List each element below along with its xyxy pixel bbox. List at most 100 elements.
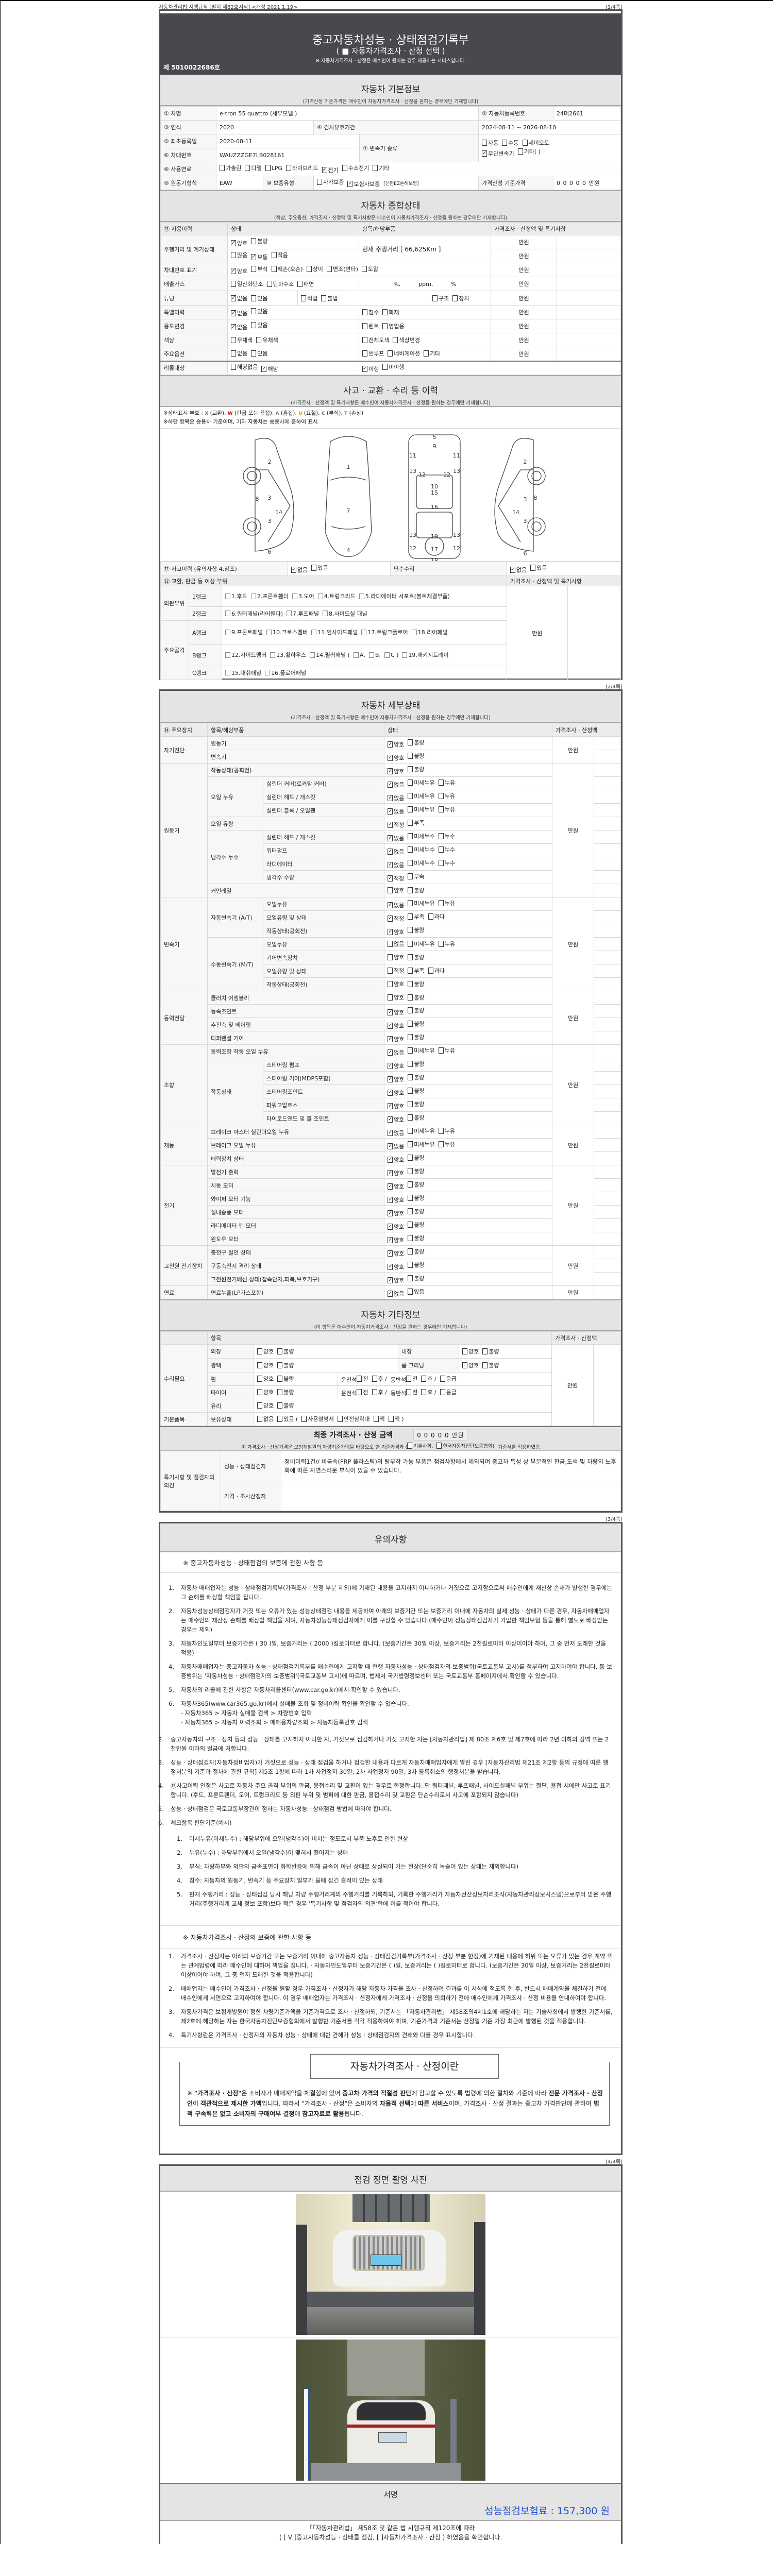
- checkbox-icon[interactable]: [428, 913, 433, 920]
- checkbox-option[interactable]: 잭: [373, 1415, 385, 1423]
- checkbox-option[interactable]: ✓ 없음: [388, 834, 404, 842]
- checkbox-icon[interactable]: [301, 295, 306, 301]
- checkbox-icon[interactable]: [440, 1375, 445, 1382]
- checkbox-option[interactable]: 불량: [408, 1033, 425, 1041]
- checkbox-option[interactable]: ✓ 양호: [388, 1182, 404, 1191]
- checkbox-icon[interactable]: [257, 1376, 262, 1382]
- checkbox-option[interactable]: 부족: [408, 872, 425, 880]
- checkbox-option[interactable]: B,: [368, 652, 381, 658]
- checkbox-option[interactable]: 있음 (: [277, 1415, 298, 1423]
- checkbox-option[interactable]: 불량: [277, 1401, 294, 1410]
- checkbox-icon[interactable]: [271, 252, 277, 258]
- checkbox-icon[interactable]: [382, 309, 388, 315]
- checkbox-icon[interactable]: [408, 926, 413, 933]
- checkbox-option[interactable]: ✓ 양호: [388, 1196, 404, 1204]
- checkbox-icon[interactable]: [306, 266, 312, 272]
- checkbox-option[interactable]: 미이행: [382, 363, 405, 371]
- checkbox-option[interactable]: ✓ 양호: [388, 1223, 404, 1231]
- checked-checkbox-icon[interactable]: ✓: [388, 1236, 393, 1243]
- checkbox-option[interactable]: 불량: [408, 1087, 425, 1095]
- checkbox-option[interactable]: 없음: [257, 1415, 274, 1423]
- checkbox-option[interactable]: 자가보증: [317, 178, 344, 186]
- checkbox-option[interactable]: 기술사회,: [407, 1442, 433, 1449]
- checkbox-option[interactable]: ✓ 이행: [362, 365, 379, 373]
- checkbox-option[interactable]: 14.필러패널 (: [310, 651, 350, 659]
- checkbox-icon[interactable]: [408, 1194, 413, 1201]
- checkbox-option[interactable]: 불량: [482, 1347, 499, 1355]
- checkbox-option[interactable]: 누수: [438, 832, 455, 840]
- checked-checkbox-icon[interactable]: ✓: [388, 1022, 393, 1029]
- checkbox-option[interactable]: 있음: [251, 349, 268, 358]
- checkbox-icon[interactable]: [438, 900, 444, 906]
- checkbox-icon[interactable]: [353, 652, 359, 658]
- checkbox-option[interactable]: 네비게이션: [388, 349, 420, 358]
- checkbox-icon[interactable]: [408, 1288, 413, 1295]
- checked-checkbox-icon[interactable]: ✓: [251, 254, 257, 260]
- checkbox-icon[interactable]: [251, 322, 257, 328]
- checkbox-option[interactable]: 불량: [408, 1234, 425, 1242]
- checkbox-icon[interactable]: [251, 308, 257, 314]
- checkbox-icon[interactable]: [277, 1362, 283, 1368]
- checked-checkbox-icon[interactable]: ✓: [388, 741, 393, 748]
- checkbox-option[interactable]: 상이: [306, 265, 323, 273]
- checkbox-icon[interactable]: [393, 336, 398, 343]
- checkbox-icon[interactable]: [482, 1348, 488, 1354]
- checkbox-option[interactable]: 불량: [408, 1073, 425, 1081]
- checkbox-option[interactable]: 불량: [408, 1180, 425, 1189]
- checkbox-option[interactable]: 전: [406, 1388, 417, 1396]
- checkbox-icon[interactable]: [408, 779, 413, 786]
- checkbox-option[interactable]: ✓ 양호: [388, 1249, 404, 1258]
- checkbox-icon[interactable]: [408, 1060, 413, 1067]
- checkbox-option[interactable]: ✓ 없음: [388, 901, 404, 909]
- checkbox-icon[interactable]: [231, 350, 236, 357]
- checkbox-option[interactable]: 불법: [321, 294, 338, 302]
- checkbox-option[interactable]: 전체도색: [362, 336, 389, 344]
- checked-checkbox-icon[interactable]: ✓: [482, 150, 488, 157]
- checkbox-option[interactable]: 불량: [408, 980, 425, 988]
- checkbox-option[interactable]: 유채색: [256, 336, 278, 344]
- checkbox-option[interactable]: 9.프론트패널: [225, 628, 263, 636]
- checkbox-option[interactable]: ✓ 적정: [388, 914, 404, 923]
- checkbox-option[interactable]: 양호: [388, 993, 404, 1002]
- checkbox-icon[interactable]: [408, 1208, 413, 1214]
- checkbox-option[interactable]: 수소전기: [342, 164, 369, 172]
- checkbox-icon[interactable]: [408, 1020, 413, 1027]
- checkbox-option[interactable]: 일산화탄소: [231, 280, 263, 288]
- checked-checkbox-icon[interactable]: ✓: [322, 167, 327, 173]
- checked-checkbox-icon[interactable]: ✓: [231, 268, 236, 274]
- checkbox-option[interactable]: LPG: [265, 165, 282, 172]
- checkbox-icon[interactable]: [266, 629, 272, 635]
- checkbox-option[interactable]: 19.패키지트레이: [402, 651, 449, 659]
- checkbox-option[interactable]: 1.후드: [225, 592, 247, 600]
- checkbox-icon[interactable]: [436, 1443, 442, 1449]
- checkbox-icon[interactable]: [362, 336, 367, 343]
- checkbox-option[interactable]: 불량: [408, 1154, 425, 1162]
- checked-checkbox-icon[interactable]: ✓: [231, 295, 236, 301]
- checkbox-option[interactable]: ✓ 없음: [510, 566, 527, 574]
- checkbox-option[interactable]: 매연: [297, 280, 314, 288]
- checkbox-option[interactable]: ✓ 양호: [388, 1276, 404, 1284]
- checkbox-option[interactable]: 불량: [408, 1100, 425, 1108]
- checkbox-icon[interactable]: [342, 165, 347, 171]
- checkbox-option[interactable]: 불량: [408, 1060, 425, 1068]
- checkbox-option[interactable]: 13.휠하우스: [270, 651, 306, 659]
- checkbox-option[interactable]: ✓ 없음: [231, 323, 247, 331]
- checked-checkbox-icon[interactable]: ✓: [388, 1036, 393, 1042]
- checkbox-icon[interactable]: [408, 1127, 413, 1134]
- checkbox-icon[interactable]: [408, 900, 413, 906]
- checkbox-option[interactable]: ✓ 양호: [388, 1102, 404, 1110]
- checkbox-icon[interactable]: [423, 350, 429, 357]
- checkbox-option[interactable]: 미세누수: [408, 845, 435, 854]
- checkbox-icon[interactable]: [251, 266, 257, 272]
- checkbox-option[interactable]: ✓ 양호: [388, 1008, 404, 1016]
- checkbox-option[interactable]: ✓ 양호: [388, 1236, 404, 1244]
- checkbox-option[interactable]: ✓ 양호: [388, 1035, 404, 1043]
- checkbox-option[interactable]: 미세누유: [408, 1140, 435, 1148]
- checkbox-icon[interactable]: [270, 652, 276, 658]
- checkbox-icon[interactable]: [438, 806, 444, 812]
- checkbox-option[interactable]: 누유: [438, 1046, 455, 1055]
- checkbox-option[interactable]: 미세누유: [408, 1046, 435, 1055]
- checkbox-option[interactable]: 불량: [408, 1274, 425, 1282]
- checkbox-icon[interactable]: [220, 165, 225, 171]
- checkbox-icon[interactable]: [408, 887, 413, 893]
